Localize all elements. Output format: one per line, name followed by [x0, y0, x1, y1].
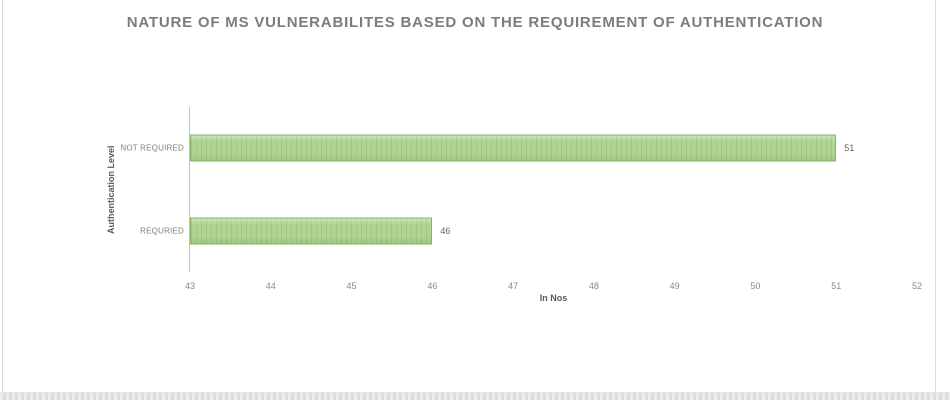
x-axis-title: In Nos	[539, 293, 568, 303]
value-label: 51	[844, 143, 855, 154]
x-tick-label: 47	[508, 281, 519, 291]
x-tick-label: 46	[427, 281, 438, 291]
category-label: NOT REQUIRED	[120, 143, 184, 153]
bar	[190, 217, 433, 245]
category-label: REQURIED	[140, 226, 184, 236]
bar	[190, 134, 837, 162]
plot-area: NOT REQUIRED 51 REQURIED 46 43 44 45 46 47 48 49 5…	[120, 107, 922, 291]
x-tick-label: 44	[265, 281, 276, 291]
x-tick-label: 48	[588, 281, 599, 291]
x-tick-label: 50	[750, 281, 761, 291]
y-axis-title: Authentication Level	[106, 145, 116, 234]
bottom-scroll-strip	[0, 392, 950, 400]
value-label: 46	[440, 225, 451, 236]
left-edge-border	[2, 0, 3, 392]
right-edge-border	[935, 0, 936, 392]
x-tick-label: 51	[831, 281, 842, 291]
y-axis-line	[189, 107, 190, 272]
x-tick-label: 45	[346, 281, 357, 291]
chart-title: NATURE OF MS VULNERABILITES BASED ON THE…	[126, 14, 824, 31]
x-tick-label: 49	[669, 281, 680, 291]
x-tick-label: 52	[911, 281, 923, 291]
x-tick-label: 43	[184, 281, 196, 291]
